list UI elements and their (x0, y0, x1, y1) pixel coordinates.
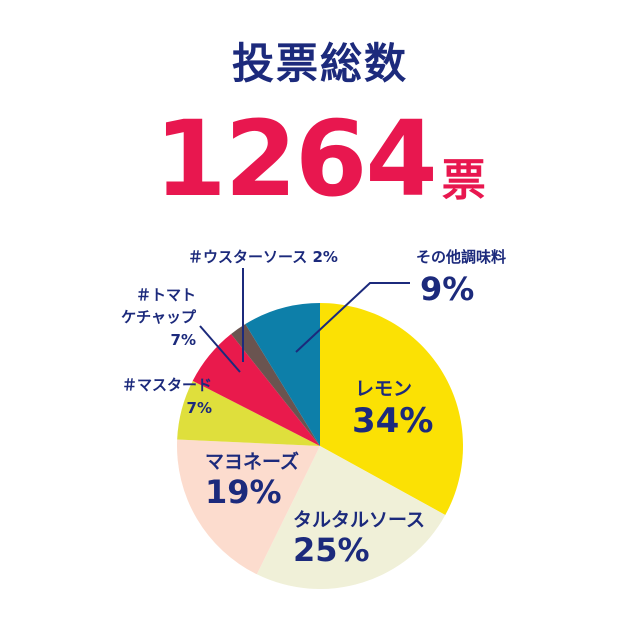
leader-line-ketchup (199, 325, 241, 373)
pie-slice-3 (177, 380, 320, 446)
label-mustard-name: ＃マスタード (122, 376, 212, 394)
label-ketchup-pct: 7% (171, 331, 196, 349)
pie-slices (177, 303, 464, 589)
label-mayo-pct: 19% (205, 473, 282, 511)
label-mayo-name: マヨネーズ (205, 450, 299, 473)
pie-slice-0 (320, 303, 464, 515)
label-ketchup-line1: ＃トマト (136, 286, 196, 304)
leader-line-other (295, 282, 410, 353)
label-tartar-pct: 25% (293, 531, 370, 569)
label-other-pct: 9% (420, 270, 474, 308)
pie-slice-2 (177, 439, 320, 575)
pie-slice-1 (256, 446, 446, 589)
total-votes-unit: 票 (441, 155, 486, 206)
total-votes: 1264 票 (0, 98, 640, 220)
label-lemon-name: レモン (355, 378, 412, 400)
total-votes-number: 1264 (154, 98, 437, 220)
label-tartar-name: タルタルソース (293, 509, 425, 531)
label-mustard-pct: 7% (187, 399, 212, 417)
label-worcester: ＃ウスターソース 2% (188, 248, 338, 266)
label-ketchup-line2: ケチャップ (121, 308, 197, 326)
label-lemon-pct: 34% (352, 401, 433, 441)
page-title: 投票総数 (231, 39, 408, 88)
pie-slice-5 (231, 324, 320, 446)
pie-slice-4 (192, 334, 320, 446)
pie-slice-6 (245, 303, 320, 446)
slice-labels: レモン 34% タルタルソース 25% マヨネーズ 19% ＃マスタード 7% … (121, 248, 506, 569)
leader-lines (199, 268, 410, 373)
label-other-name: その他調味料 (416, 248, 506, 266)
